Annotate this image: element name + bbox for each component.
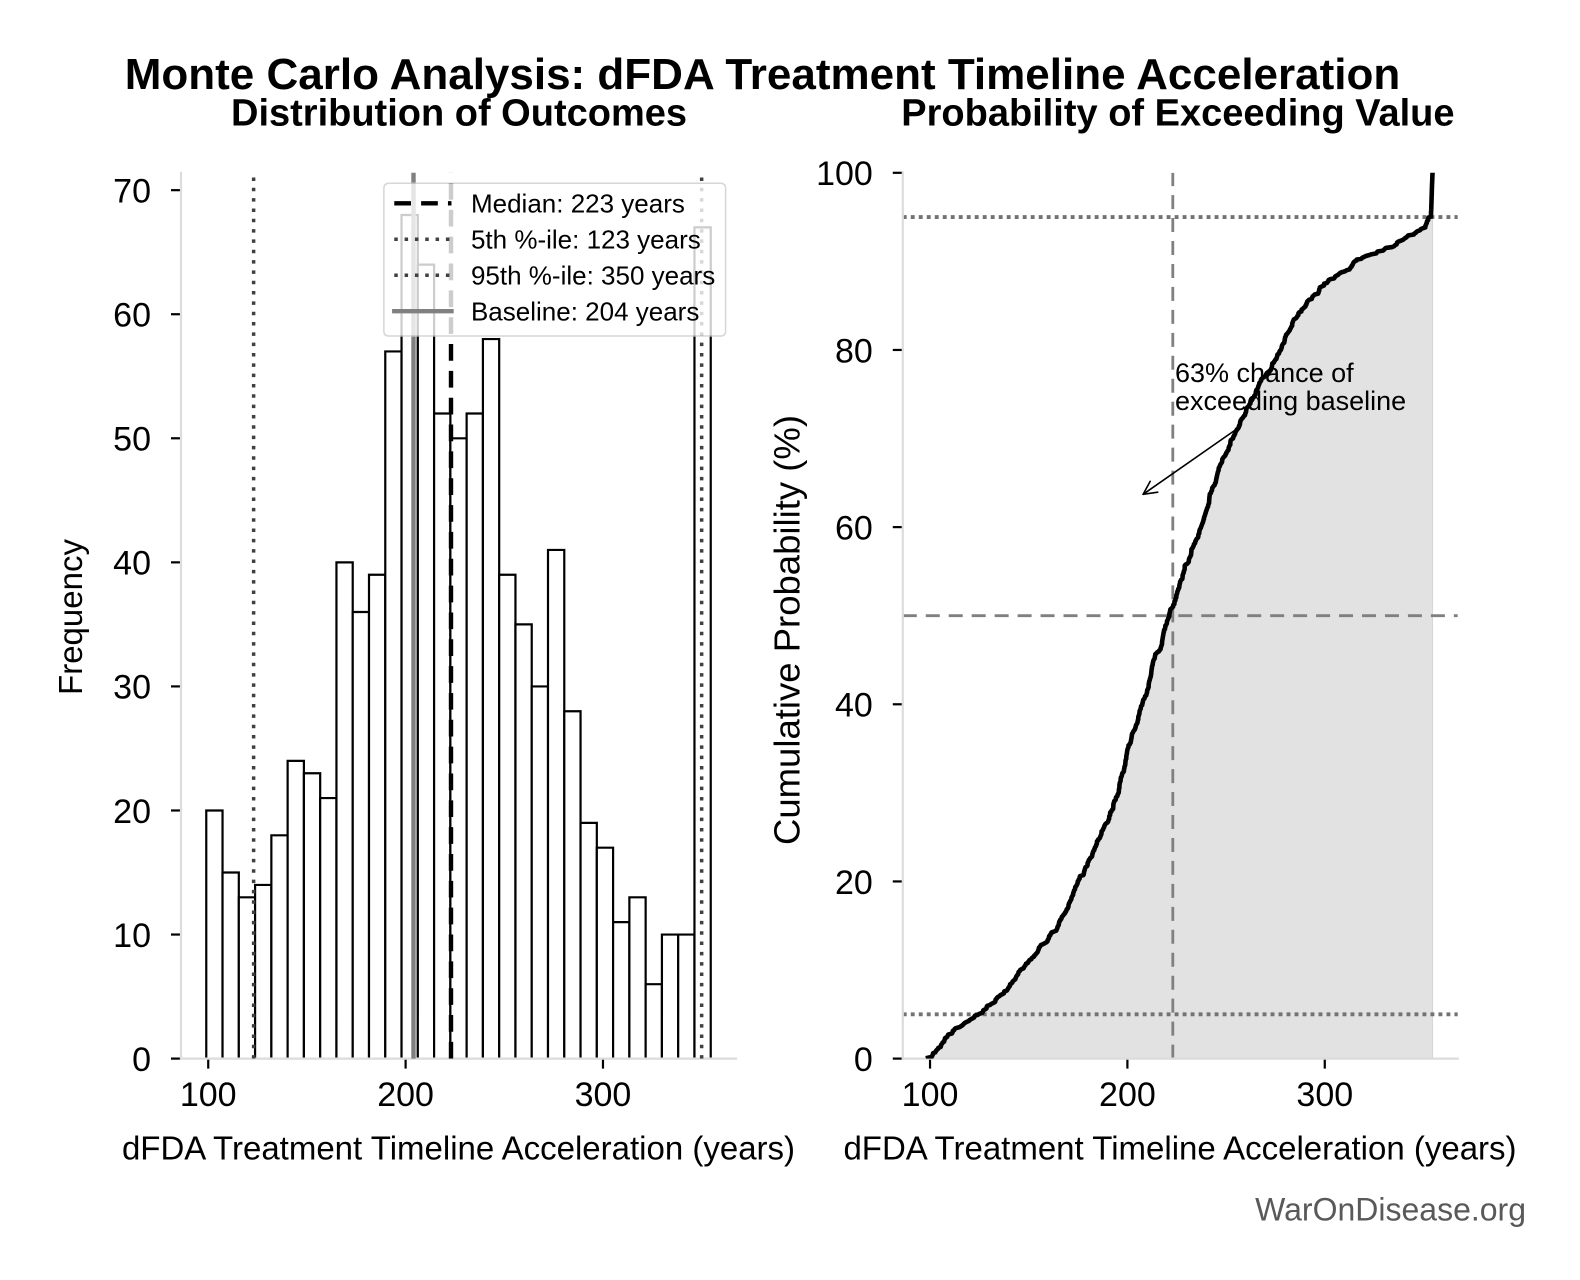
svg-text:Frequency: Frequency bbox=[52, 539, 89, 695]
svg-text:WarOnDisease.org: WarOnDisease.org bbox=[1255, 1191, 1526, 1227]
svg-text:Probability of Exceeding Value: Probability of Exceeding Value bbox=[901, 93, 1454, 135]
svg-text:5th %-ile: 123 years: 5th %-ile: 123 years bbox=[471, 224, 701, 254]
svg-text:0: 0 bbox=[132, 1041, 151, 1079]
svg-text:200: 200 bbox=[377, 1076, 434, 1114]
svg-text:30: 30 bbox=[113, 669, 151, 707]
svg-text:20: 20 bbox=[835, 864, 873, 902]
svg-text:300: 300 bbox=[1296, 1076, 1353, 1114]
svg-text:95th %-ile: 350 years: 95th %-ile: 350 years bbox=[471, 260, 715, 290]
svg-text:200: 200 bbox=[1099, 1076, 1156, 1114]
svg-text:50: 50 bbox=[113, 421, 151, 459]
svg-text:40: 40 bbox=[835, 687, 873, 725]
svg-text:80: 80 bbox=[835, 332, 873, 370]
svg-text:70: 70 bbox=[113, 172, 151, 210]
svg-text:60: 60 bbox=[113, 297, 151, 335]
svg-text:100: 100 bbox=[816, 155, 873, 193]
svg-text:dFDA Treatment Timeline Accele: dFDA Treatment Timeline Acceleration (ye… bbox=[122, 1130, 795, 1167]
svg-text:60: 60 bbox=[835, 509, 873, 547]
svg-text:0: 0 bbox=[854, 1041, 873, 1079]
svg-text:300: 300 bbox=[575, 1076, 632, 1114]
svg-text:dFDA Treatment Timeline Accele: dFDA Treatment Timeline Acceleration (ye… bbox=[843, 1130, 1516, 1167]
svg-text:Cumulative Probability (%): Cumulative Probability (%) bbox=[766, 415, 807, 845]
svg-text:10: 10 bbox=[113, 917, 151, 955]
svg-text:Distribution of Outcomes: Distribution of Outcomes bbox=[231, 93, 687, 135]
svg-text:Monte Carlo Analysis: dFDA Tre: Monte Carlo Analysis: dFDA Treatment Tim… bbox=[125, 50, 1400, 99]
svg-text:100: 100 bbox=[180, 1076, 237, 1114]
svg-text:63% chance of: 63% chance of bbox=[1175, 358, 1354, 388]
svg-text:100: 100 bbox=[902, 1076, 959, 1114]
svg-text:Median: 223 years: Median: 223 years bbox=[471, 188, 685, 218]
svg-text:exceeding baseline: exceeding baseline bbox=[1175, 386, 1406, 416]
svg-text:Baseline: 204 years: Baseline: 204 years bbox=[471, 296, 699, 326]
svg-text:40: 40 bbox=[113, 545, 151, 583]
svg-text:20: 20 bbox=[113, 793, 151, 831]
